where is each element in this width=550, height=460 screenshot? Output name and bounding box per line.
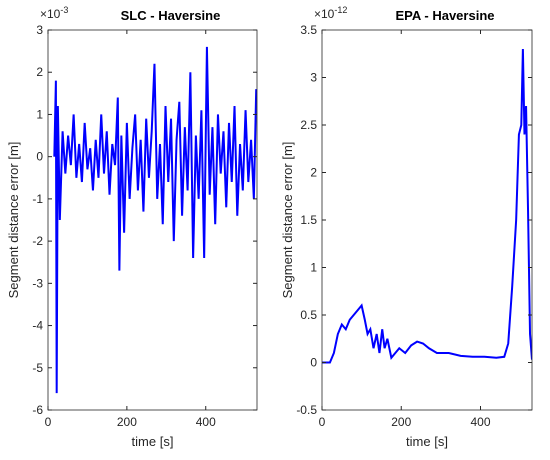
y-tick-label: 1 bbox=[310, 261, 317, 275]
exponent-base: ×10 bbox=[314, 7, 335, 21]
y-tick-label: 2 bbox=[310, 166, 317, 180]
x-tick-label: 200 bbox=[391, 415, 411, 429]
y-tick-label: -6 bbox=[32, 403, 43, 417]
x-tick-label: 400 bbox=[196, 415, 216, 429]
y-tick-label: 0 bbox=[36, 150, 43, 164]
plot-area bbox=[53, 46, 257, 394]
data-line bbox=[322, 48, 532, 364]
x-tick-label: 400 bbox=[470, 415, 490, 429]
x-tick-label: 0 bbox=[319, 415, 326, 429]
exponent-base: ×10 bbox=[40, 7, 61, 21]
x-axis-label: time [s] bbox=[406, 434, 448, 449]
plot-area bbox=[322, 48, 532, 364]
y-axis-label: Segment distance error [m] bbox=[6, 142, 21, 299]
y-axis-label: Segment distance error [m] bbox=[280, 142, 295, 299]
y-tick-label: 2 bbox=[36, 65, 43, 79]
axes-background bbox=[48, 30, 257, 410]
exponent-power: -3 bbox=[60, 5, 68, 15]
data-line bbox=[53, 46, 257, 394]
x-tick-label: 200 bbox=[117, 415, 137, 429]
y-tick-label: 0.5 bbox=[300, 308, 317, 322]
axes-box bbox=[47, 29, 258, 411]
axis-exponent: ×10-12 bbox=[314, 5, 347, 21]
axes-background bbox=[322, 30, 532, 410]
y-tick-label: 3 bbox=[310, 71, 317, 85]
y-tick-label: 0 bbox=[310, 356, 317, 370]
y-tick-label: 3.5 bbox=[300, 23, 317, 37]
subplot-title: EPA - Haversine bbox=[396, 8, 495, 23]
subplot: -0.500.511.522.533.50 200 400×10-12 EPA - H… bbox=[280, 5, 533, 449]
y-tick-label: 2.5 bbox=[300, 118, 317, 132]
x-tick-label: 0 bbox=[45, 415, 52, 429]
y-tick-label: -4 bbox=[32, 319, 43, 333]
y-tick-label: -3 bbox=[32, 276, 43, 290]
exponent-power: -12 bbox=[334, 5, 347, 15]
y-tick-label: 1.5 bbox=[300, 213, 317, 227]
y-tick-label: -1 bbox=[32, 192, 43, 206]
axis-exponent: ×10-3 bbox=[40, 5, 68, 21]
y-tick-label: -0.5 bbox=[296, 403, 317, 417]
y-tick-label: -2 bbox=[32, 234, 43, 248]
y-tick-label: 3 bbox=[36, 23, 43, 37]
y-tick-label: 1 bbox=[36, 107, 43, 121]
subplot-title: SLC - Haversine bbox=[121, 8, 221, 23]
y-tick-label: -5 bbox=[32, 361, 43, 375]
x-axis-label: time [s] bbox=[132, 434, 174, 449]
